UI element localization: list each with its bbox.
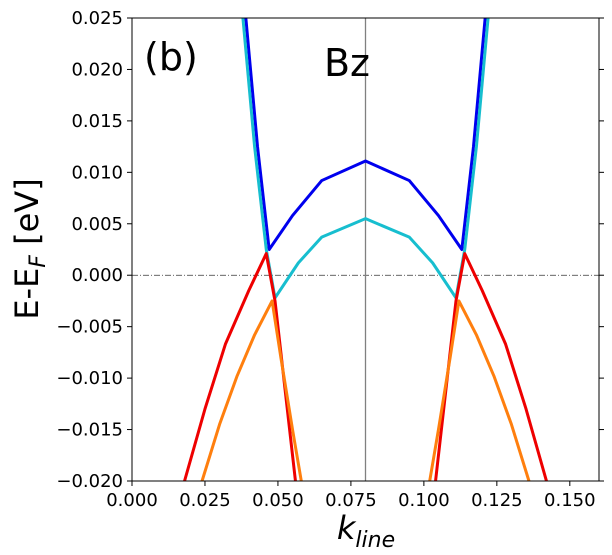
x-tick-label: 0.050 xyxy=(252,490,304,511)
plot-frame xyxy=(131,17,600,482)
reference-lines xyxy=(132,18,599,481)
band-curves xyxy=(183,18,548,481)
y-axis-label-unit: [eV] xyxy=(8,178,46,255)
x-tick-label: 0.100 xyxy=(398,490,450,511)
x-tick-label: 0.125 xyxy=(471,490,523,511)
chart-title: Bz xyxy=(324,41,370,85)
band-line-4 xyxy=(200,299,303,481)
y-tick-label: 0.005 xyxy=(71,214,123,235)
band-line-1 xyxy=(241,18,490,300)
band-line-5 xyxy=(428,299,531,481)
x-tick-label: 0.075 xyxy=(325,490,377,511)
x-tick-label: 0.025 xyxy=(179,490,231,511)
y-axis-label-sub: F xyxy=(26,255,51,268)
y-tick-label: 0.000 xyxy=(71,265,123,286)
x-tick-label: 0.150 xyxy=(544,490,596,511)
x-axis-label-sub: line xyxy=(355,528,395,553)
y-axis-label-main: E-E xyxy=(8,268,46,320)
x-axis-label: kline xyxy=(337,509,395,553)
y-tick-label: 0.010 xyxy=(71,162,123,183)
y-tick-label: −0.015 xyxy=(56,420,123,441)
x-axis-ticks: 0.000 0.025 0.050 0.075 0.100 0.125 0.150 xyxy=(106,481,596,511)
panel-label: (b) xyxy=(144,35,198,79)
x-axis-label-main: k xyxy=(337,509,357,547)
y-axis-ticks: −0.020 −0.015 −0.010 −0.005 0.000 0.005 0.010 0… xyxy=(56,8,604,492)
y-tick-label: −0.020 xyxy=(56,471,123,492)
y-tick-label: 0.025 xyxy=(71,8,123,29)
x-tick-label: 0.000 xyxy=(106,490,158,511)
y-axis-label: E-EF [eV] xyxy=(8,178,51,319)
y-tick-label: 0.015 xyxy=(71,111,123,132)
band-line-0 xyxy=(244,18,487,251)
y-tick-label: 0.020 xyxy=(71,59,123,80)
y-tick-label: −0.010 xyxy=(56,368,123,389)
y-tick-label: −0.005 xyxy=(56,317,123,338)
